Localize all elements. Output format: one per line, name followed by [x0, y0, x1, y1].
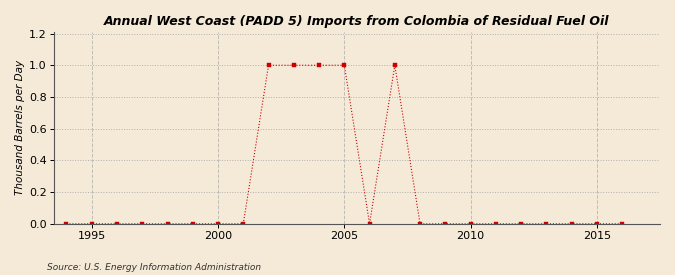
Text: Source: U.S. Energy Information Administration: Source: U.S. Energy Information Administ… — [47, 263, 261, 272]
Title: Annual West Coast (PADD 5) Imports from Colombia of Residual Fuel Oil: Annual West Coast (PADD 5) Imports from … — [104, 15, 610, 28]
Y-axis label: Thousand Barrels per Day: Thousand Barrels per Day — [15, 60, 25, 196]
